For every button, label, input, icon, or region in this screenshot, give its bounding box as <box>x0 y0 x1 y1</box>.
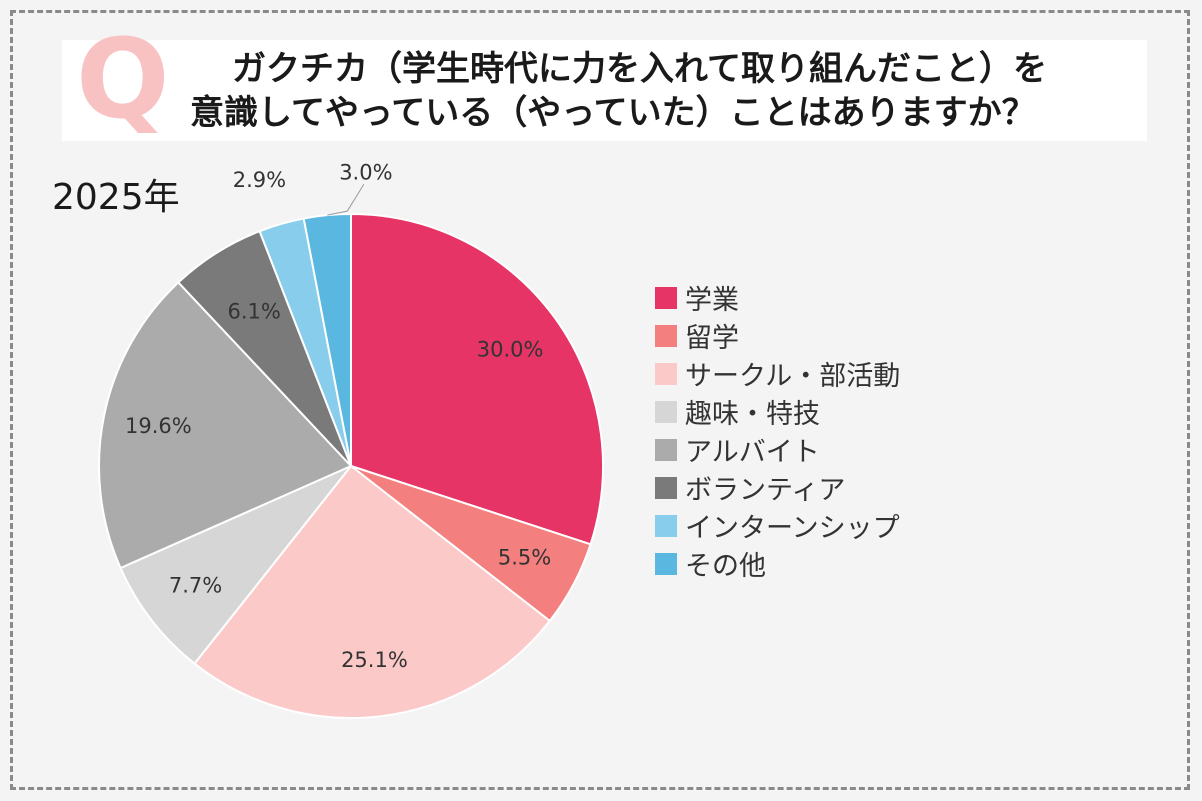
title-box <box>62 40 1147 141</box>
legend-item-8: その他 <box>655 548 900 582</box>
data-label-3: 25.1% <box>341 648 408 672</box>
legend-item-2: 留学 <box>655 320 900 354</box>
data-label-5: 19.6% <box>125 414 192 438</box>
data-label-2: 5.5% <box>498 545 551 569</box>
q-mark: Q <box>76 15 170 143</box>
title-line-2: 意識してやっている（やっていた）ことはありますか？ <box>190 93 1036 133</box>
data-label-4: 7.7% <box>169 573 222 597</box>
legend-item-6: ボランティア <box>655 472 900 506</box>
legend-item-4: 趣味・特技 <box>655 396 900 430</box>
pie-slice-8 <box>302 212 352 467</box>
legend-swatch-3 <box>655 362 677 385</box>
legend-label-4: 趣味・特技 <box>685 399 820 430</box>
pie-slice-4 <box>119 465 352 665</box>
data-label-7: 2.9% <box>233 168 286 192</box>
legend: 学業留学サークル・部活動 趣味・特技アルバイトボランティアインターンシップ その他 <box>655 282 900 582</box>
legend-label-1: 学業 <box>685 285 739 316</box>
data-label-1: 30.0% <box>477 338 544 362</box>
legend-label-2: 留学 <box>685 323 739 354</box>
leader-line-8 <box>327 184 365 216</box>
legend-label-5: アルバイト <box>685 437 820 468</box>
legend-label-6: ボランティア <box>685 475 846 506</box>
legend-swatch-1 <box>655 286 677 309</box>
legend-swatch-2 <box>655 324 677 347</box>
data-label-6: 6.1% <box>227 300 280 324</box>
data-label-8: 3.0% <box>339 160 392 184</box>
legend-swatch-5 <box>655 438 677 461</box>
chart-frame <box>10 10 1190 790</box>
pie-slice-3 <box>193 464 552 719</box>
legend-label-7: インターンシップ <box>685 513 900 544</box>
legend-swatch-4 <box>655 400 677 423</box>
legend-label-8: その他 <box>685 551 766 582</box>
legend-item-5: アルバイト <box>655 434 900 468</box>
legend-label-3: サークル・部活動 <box>685 361 901 392</box>
title-line-1: ガクチカ（学生時代に力を入れて取り組んだこと）を <box>232 49 1047 89</box>
legend-swatch-7 <box>655 514 677 537</box>
legend-item-7: インターンシップ <box>655 510 900 544</box>
chart-year-label: 2025年 <box>52 177 180 218</box>
legend-item-1: 学業 <box>655 282 900 316</box>
legend-swatch-8 <box>655 552 677 575</box>
legend-item-3: サークル・部活動 <box>655 358 900 392</box>
pie-slice-5 <box>98 281 353 570</box>
legend-swatch-6 <box>655 476 677 499</box>
pie-slice-1 <box>350 212 604 546</box>
